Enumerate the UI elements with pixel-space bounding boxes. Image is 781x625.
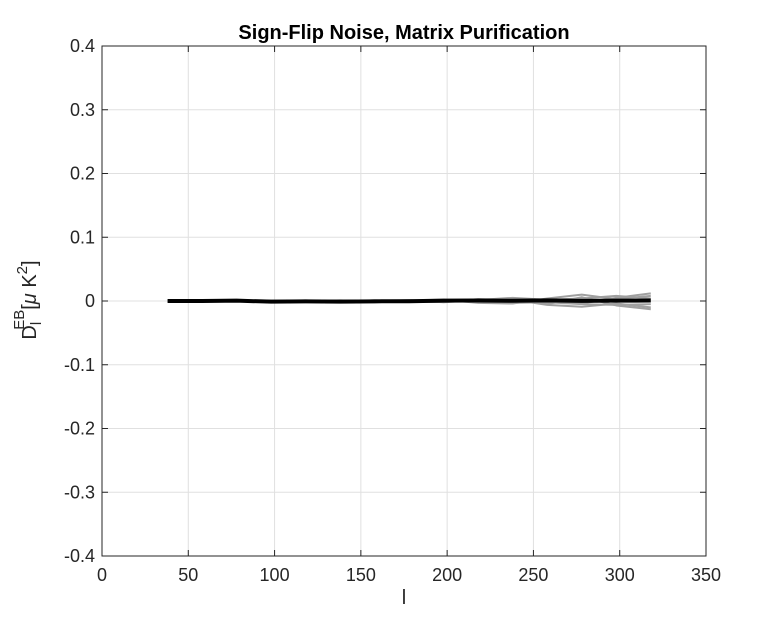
x-tick-label: 300 [605,565,635,585]
x-tick-label: 50 [178,565,198,585]
x-tick-label: 100 [260,565,290,585]
y-tick-label: -0.4 [64,546,95,566]
y-tick-label: -0.1 [64,355,95,375]
y-axis-label: DlEB[μ K2] [11,260,45,339]
plot-area [167,292,651,311]
x-axis: 0 50 100 150 200 250 300 350 [97,46,721,585]
chart-title: Sign-Flip Noise, Matrix Purification [238,22,569,44]
x-tick-label: 350 [691,565,721,585]
y-tick-label: 0.3 [70,100,95,120]
x-tick-label: 250 [518,565,548,585]
y-axis: -0.4 -0.3 -0.2 -0.1 0 0.1 0.2 0.3 0.4 [64,36,706,566]
y-tick-label: 0 [85,291,95,311]
y-tick-label: -0.2 [64,419,95,439]
y-tick-label: 0.4 [70,36,95,56]
x-tick-label: 0 [97,565,107,585]
x-tick-label: 200 [432,565,462,585]
x-tick-label: 150 [346,565,376,585]
y-tick-label: 0.1 [70,227,95,247]
mean-line [167,298,651,304]
y-tick-label: 0.2 [70,164,95,184]
x-axis-label: l [402,587,406,609]
y-tick-label: -0.3 [64,482,95,502]
